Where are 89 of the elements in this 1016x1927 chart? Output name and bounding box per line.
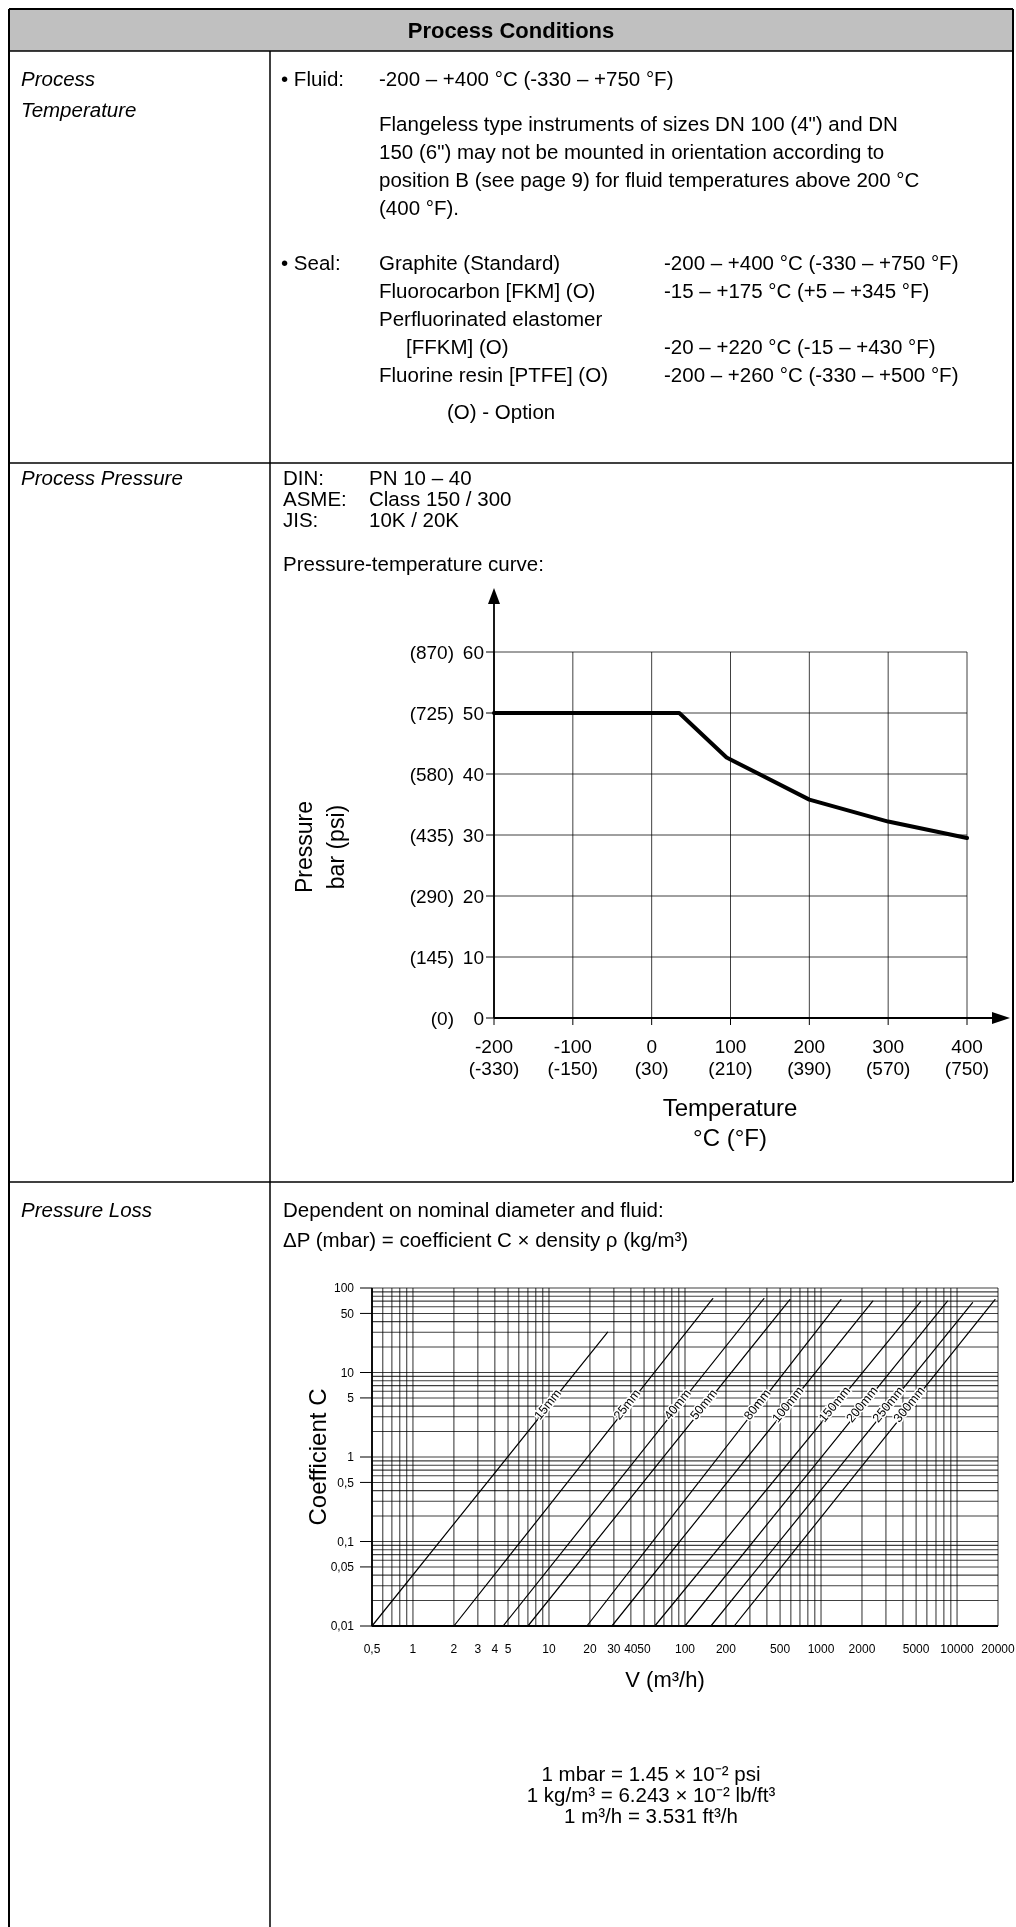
text: Graphite (Standard) [379,251,561,274]
text: Process Conditions [407,18,615,43]
y-tick-label: 40 [462,763,484,785]
y-tick-label: 5 [347,1391,355,1406]
y-tick-label: 60 [462,641,484,663]
y-tick-label: 1 [347,1450,355,1465]
x2-tick-label: (210) [708,1058,753,1079]
text: Perfluorinated elastomer [379,307,603,330]
text: -200 – +400 °C (-330 – +750 °F) [664,251,959,274]
y-tick-label: 0,5 [337,1475,355,1490]
x2-tick-label: (750) [944,1058,990,1079]
y-tick-label: 10 [462,946,484,968]
chart-subtitle: ΔP (mbar) = coefficient C × density ρ (kg/m³) [283,1228,689,1251]
y2-tick-label: (0) [430,1007,454,1029]
y-tick-label: 100 [333,1281,355,1296]
chart-title: Dependent on nominal diameter and fluid: [283,1198,664,1221]
text: • Fluid: [281,67,345,90]
y-tick-label: 0,01 [330,1619,355,1634]
x-tick-label: 0 [646,1036,657,1057]
text: Pressure Loss [21,1198,153,1221]
x-tick-label: 5000 [902,1642,930,1656]
x-tick-label: 4 [491,1642,499,1656]
x-tick-label: 1 [409,1642,417,1656]
x-tick-label: 10000 [940,1642,975,1656]
x-tick-label: 50 [637,1642,652,1656]
text: Process Pressure [21,466,183,489]
y-tick-label: 0,05 [330,1560,355,1575]
x-tick-label: 0,5 [363,1642,381,1656]
x2-tick-label: (-330) [468,1058,520,1079]
x-tick-label: 20 [583,1642,597,1656]
y-tick-label: 0,1 [337,1534,355,1549]
x-tick-label: 100 [674,1642,696,1656]
text: Fluorine resin [PTFE] (O) [379,363,608,386]
y-tick-label: 20 [462,885,484,907]
x-tick-label: 200 [715,1642,737,1656]
x-tick-label: 20000 [981,1642,1016,1656]
x-tick-label: 5 [504,1642,512,1656]
x-tick-label: 30 [607,1642,621,1656]
x2-tick-label: (-150) [547,1058,599,1079]
text: -20 – +220 °C (-15 – +430 °F) [664,335,936,358]
x-tick-label: 100 [714,1036,747,1057]
y-tick-label: 10 [340,1365,355,1380]
text: Flangeless type instruments of sizes DN 100 (4") and DN 150 (6") may not be mounted in orientation according to position B (see page 9) for fluid temperatures above 200 °C (400 °F). [379,112,920,219]
text: -200 – +400 °C (-330 – +750 °F) [379,67,674,90]
text: 10K / 20K [369,508,460,531]
x-axis-title: Temperature °C (°F) [662,1094,798,1151]
text: JIS: [283,508,319,531]
y2-axis-title: Pressure bar (psi) [291,800,349,894]
y2-tick-label: (870) [409,641,454,663]
text: 1 mbar = 1.45 × 10⁻² psi [541,1762,761,1785]
y2-tick-label: (435) [409,824,454,846]
text: [FFKM] (O) [406,335,509,358]
x-tick-label: 40 [624,1642,638,1656]
x2-tick-label: (30) [634,1058,669,1079]
chart-title: Pressure-temperature curve: [283,552,544,575]
y-tick-label: 50 [462,702,484,724]
text: Class 150 / 300 [369,487,512,510]
x-tick-label: 200 [793,1036,826,1057]
y-tick-label: 30 [462,824,484,846]
x2-tick-label: (390) [787,1058,832,1079]
text: ASME: [283,487,347,510]
text: • Seal: [281,251,341,274]
text: PN 10 – 40 [369,466,472,489]
x-tick-label: -200 [474,1036,514,1057]
text: DIN: [283,466,324,489]
y2-tick-label: (290) [409,885,454,907]
y2-tick-label: (580) [409,763,454,785]
text: -200 – +260 °C (-330 – +500 °F) [664,363,959,386]
text: -15 – +175 °C (+5 – +345 °F) [664,279,930,302]
x-tick-label: 1000 [807,1642,835,1656]
y-axis-title: Coefficient C [304,1388,331,1526]
x-tick-label: 10 [542,1642,556,1656]
x-tick-label: 500 [770,1642,791,1656]
x-axis-title: V (m³/h) [625,1667,705,1692]
y2-tick-label: (145) [409,946,454,968]
text: Fluorocarbon [FKM] (O) [379,279,596,302]
x-tick-label: 400 [951,1036,983,1057]
x-tick-label: 300 [872,1036,905,1057]
text: (O) - Option [447,400,556,423]
x-tick-label: 2 [450,1642,458,1656]
x-tick-label: 2000 [848,1642,876,1656]
y-tick-label: 50 [340,1306,355,1321]
x2-tick-label: (570) [865,1058,911,1079]
x-tick-label: -100 [553,1036,592,1057]
y2-tick-label: (725) [409,702,454,724]
x-tick-label: 3 [474,1642,482,1656]
y-tick-label: 0 [473,1007,484,1029]
text: Process Temperature [21,67,137,121]
text: 1 m³/h = 3.531 ft³/h [564,1804,738,1827]
